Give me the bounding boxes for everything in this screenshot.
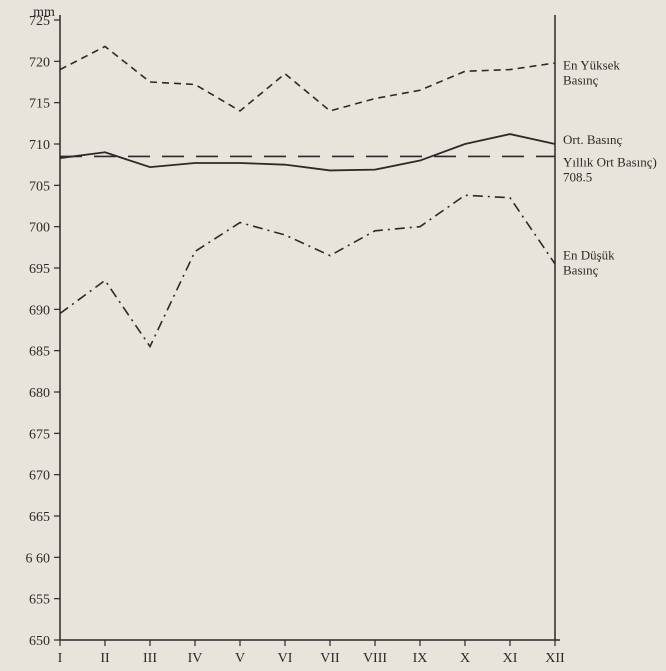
x-tick-label: IX: [413, 651, 428, 666]
x-tick-label: IV: [188, 651, 203, 666]
y-tick-label: 715: [29, 97, 50, 112]
y-tick-label: 665: [29, 510, 50, 525]
x-tick-label: VI: [278, 651, 293, 666]
x-tick-label: VIII: [363, 651, 387, 666]
y-tick-label: 700: [29, 221, 50, 236]
series-label-ort_basinc: Ort. Basınç: [563, 132, 622, 147]
y-tick-label: 675: [29, 427, 50, 442]
y-tick-label: 705: [29, 179, 50, 194]
x-tick-label: II: [100, 651, 110, 666]
y-tick-label: 695: [29, 262, 50, 277]
y-tick-label: 650: [29, 634, 50, 649]
x-tick-label: XII: [545, 651, 565, 666]
x-tick-label: X: [460, 651, 470, 666]
y-tick-label: 720: [29, 55, 50, 70]
y-tick-label: 690: [29, 303, 50, 318]
chart-background: [0, 0, 666, 671]
y-unit-label: mm: [33, 5, 55, 20]
y-tick-label: 710: [29, 138, 50, 153]
y-tick-label: 670: [29, 469, 50, 484]
x-tick-label: XI: [503, 651, 518, 666]
pressure-line-chart: 650 655 6 60 665 670 675 680 685 690 695 700 705 710…: [0, 0, 666, 671]
y-tick-label: 6 60: [26, 551, 51, 566]
x-tick-label: VII: [320, 651, 340, 666]
x-tick-label: I: [58, 651, 63, 666]
y-tick-label: 655: [29, 593, 50, 608]
x-tick-label: III: [143, 651, 157, 666]
y-tick-label: 685: [29, 345, 50, 360]
y-tick-label: 680: [29, 386, 50, 401]
x-tick-label: V: [235, 651, 245, 666]
